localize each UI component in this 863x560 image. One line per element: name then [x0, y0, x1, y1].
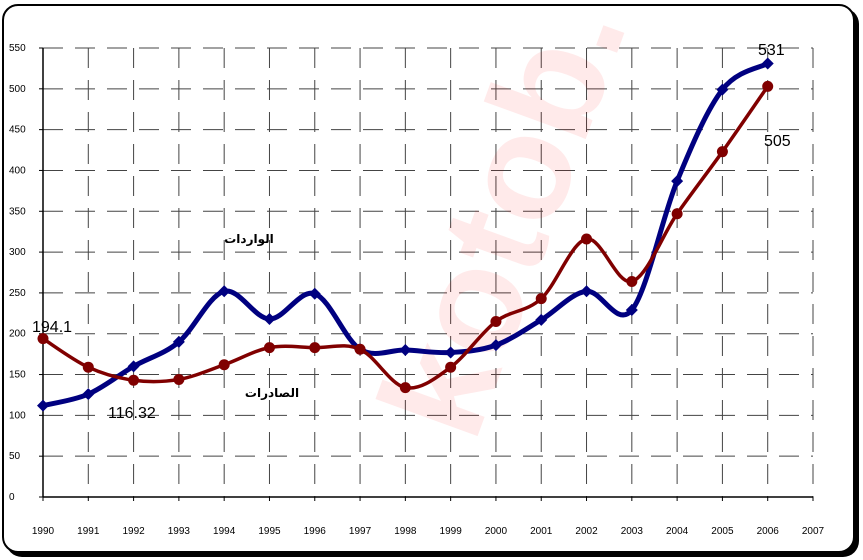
x-tick-label: 1995 [258, 526, 281, 537]
line-chart: kotob. 0 50 100 150 200 250 300 350 400 450 500 550… [9, 6, 825, 537]
y-tick-label: 200 [9, 329, 26, 340]
x-tick-label: 2001 [530, 526, 553, 537]
data-point-imports [399, 344, 412, 357]
data-point-exports [128, 374, 140, 386]
series-label-exports: الصادرات [245, 386, 299, 400]
data-point-exports [354, 343, 366, 355]
x-tick-label: 1993 [168, 526, 191, 537]
data-point-imports [37, 399, 49, 412]
data-point-exports [218, 359, 230, 371]
y-tick-label: 300 [9, 247, 26, 258]
data-point-exports [581, 233, 593, 245]
data-point-exports [762, 80, 774, 92]
series-label-imports: الواردات [224, 232, 274, 247]
x-tick-label: 2002 [575, 526, 598, 537]
x-tick-label: 1997 [349, 526, 372, 537]
data-point-exports [445, 361, 457, 373]
data-point-imports [489, 339, 502, 352]
y-tick-label: 250 [9, 288, 26, 299]
data-point-exports [399, 382, 411, 394]
data-point-imports [671, 175, 684, 188]
data-point-exports [490, 315, 502, 327]
x-tick-label: 2007 [802, 526, 825, 537]
data-point-exports [716, 146, 728, 158]
data-point-imports [444, 346, 457, 359]
data-point-exports [309, 342, 321, 354]
y-tick-label: 150 [9, 370, 26, 381]
data-point-imports [308, 287, 321, 300]
x-tick-label: 2004 [666, 526, 689, 537]
chart-frame: kotob. 0 50 100 150 200 250 300 350 400 450 500 550… [2, 4, 855, 553]
y-tick-label: 100 [9, 410, 26, 421]
data-point-imports [127, 360, 140, 373]
y-tick-labels: 0 50 100 150 200 250 300 350 400 450 500 550 [9, 43, 43, 503]
x-tick-labels: 1990 1991 1992 1993 1994 1995 1996 1997 1998 1999… [32, 497, 825, 537]
data-point-imports [625, 304, 638, 317]
x-tick-label: 1998 [394, 526, 417, 537]
data-point-exports [535, 293, 547, 305]
x-tick-label: 1996 [304, 526, 327, 537]
data-point-exports [173, 373, 185, 385]
data-point-exports [82, 361, 94, 373]
data-point-exports [263, 342, 275, 354]
data-point-imports [82, 388, 95, 401]
x-tick-label: 1994 [213, 526, 236, 537]
y-tick-label: 0 [9, 492, 15, 503]
data-point-imports [172, 335, 185, 348]
data-point-exports [626, 275, 638, 287]
data-point-exports [671, 208, 683, 220]
watermark: kotob. [346, 6, 658, 457]
data-point-imports [716, 83, 729, 96]
x-tick-label: 1999 [440, 526, 463, 537]
x-tick-label: 1990 [32, 526, 55, 537]
axes [42, 48, 813, 498]
x-tick-label: 2005 [711, 526, 734, 537]
x-tick-label: 2000 [485, 526, 508, 537]
annotation-start-exports: 194.1 [32, 319, 72, 336]
x-tick-label: 2003 [621, 526, 644, 537]
y-tick-label: 400 [9, 165, 26, 176]
annotation-end-imports: 531 [758, 42, 785, 59]
y-tick-label: 500 [9, 84, 26, 95]
x-tick-label: 1992 [122, 526, 145, 537]
data-point-exports [37, 333, 49, 345]
y-tick-label: 550 [9, 43, 26, 54]
annotation-start-imports: 116.32 [108, 405, 156, 422]
y-tick-label: 50 [9, 451, 21, 462]
data-point-imports [535, 313, 548, 326]
x-tick-label: 1991 [77, 526, 100, 537]
data-point-imports [580, 285, 593, 298]
data-point-imports [263, 313, 276, 326]
y-tick-label: 350 [9, 206, 26, 217]
markers-group [37, 57, 774, 412]
data-point-imports [218, 285, 231, 298]
annotation-end-exports: 505 [764, 133, 791, 150]
grid [43, 47, 814, 497]
y-tick-label: 450 [9, 125, 26, 136]
x-tick-label: 2006 [757, 526, 780, 537]
data-point-imports [761, 57, 774, 70]
